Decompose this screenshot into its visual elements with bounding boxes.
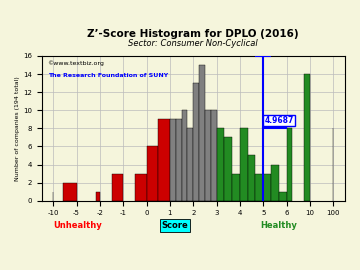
Text: Sector: Consumer Non-Cyclical: Sector: Consumer Non-Cyclical (129, 39, 258, 48)
Text: Healthy: Healthy (260, 221, 297, 230)
Text: 4.9687: 4.9687 (265, 116, 294, 125)
Bar (217, 128, 224, 201)
Bar (255, 174, 263, 201)
Bar (96, 192, 100, 201)
Bar (248, 156, 255, 201)
Bar (170, 119, 176, 201)
Bar (112, 174, 123, 201)
Bar (287, 128, 292, 201)
Bar (181, 110, 188, 201)
Bar (193, 83, 199, 201)
Text: ©www.textbiz.org: ©www.textbiz.org (48, 60, 104, 66)
Title: Z’-Score Histogram for DPLO (2016): Z’-Score Histogram for DPLO (2016) (87, 29, 299, 39)
Bar (205, 110, 211, 201)
Bar (63, 183, 77, 201)
Bar (224, 137, 232, 201)
Bar (304, 74, 310, 201)
Bar (199, 65, 205, 201)
Text: Unhealthy: Unhealthy (54, 221, 102, 230)
Bar (176, 119, 181, 201)
Bar (279, 192, 287, 201)
Bar (188, 128, 193, 201)
Bar (263, 174, 271, 201)
Y-axis label: Number of companies (194 total): Number of companies (194 total) (15, 76, 20, 181)
Bar (271, 164, 279, 201)
Bar (240, 128, 248, 201)
Bar (135, 174, 147, 201)
Bar (158, 119, 170, 201)
Text: The Research Foundation of SUNY: The Research Foundation of SUNY (48, 73, 168, 78)
Bar (211, 110, 217, 201)
Bar (147, 146, 158, 201)
Text: Score: Score (162, 221, 188, 230)
Bar (232, 174, 240, 201)
